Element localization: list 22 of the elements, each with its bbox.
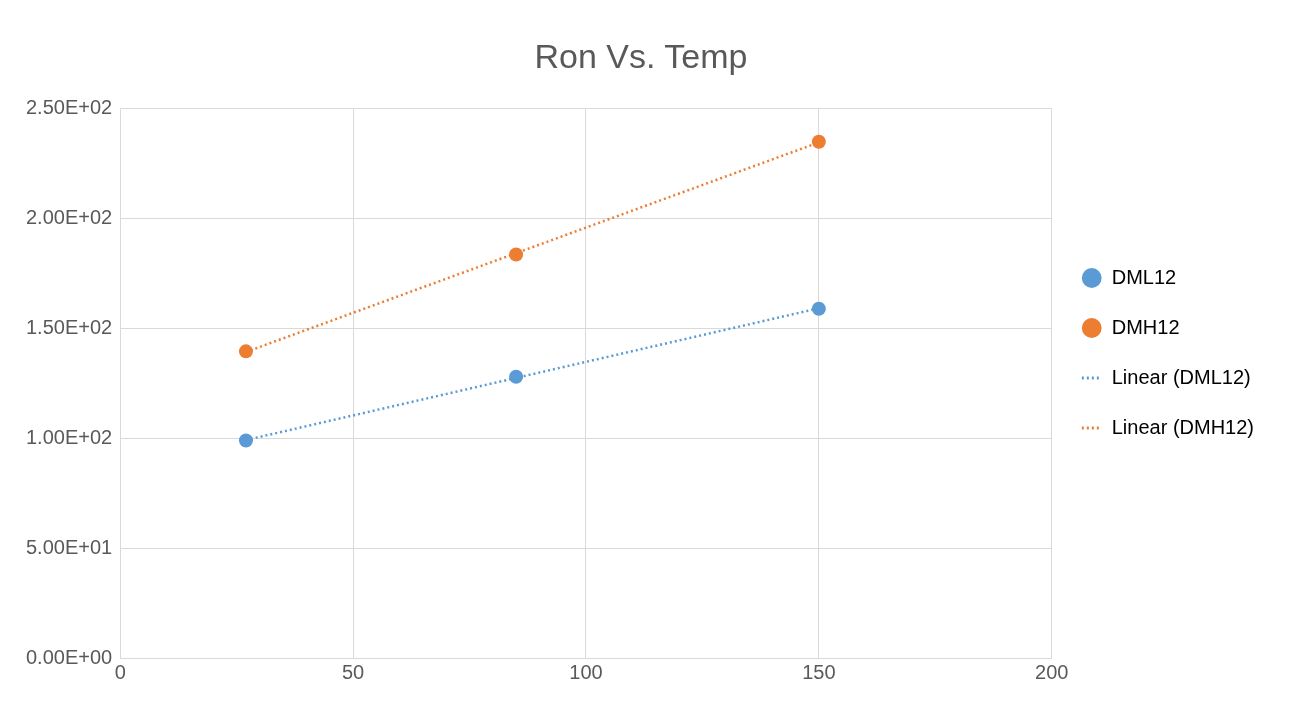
y-tick-label: 2.50E+02 <box>25 96 113 119</box>
point <box>811 301 826 316</box>
x-tick-label: 150 <box>802 660 836 683</box>
point <box>238 344 253 359</box>
y-tick-label: 1.50E+02 <box>25 316 113 338</box>
legend-label: DMH12 <box>1111 315 1180 338</box>
point <box>509 369 524 384</box>
y-tick-label: 0.00E+00 <box>25 645 113 668</box>
x-tick-label: 100 <box>569 660 603 683</box>
legend-label: DML12 <box>1111 265 1177 288</box>
x-tick-label: 0 <box>114 660 126 683</box>
point <box>509 247 524 262</box>
x-tick-label: 50 <box>341 660 365 683</box>
legend-label: Linear (DMH12) <box>1111 415 1254 438</box>
x-tick-label: 200 <box>1035 660 1069 683</box>
y-tick-label: 5.00E+01 <box>25 535 113 558</box>
y-tick-label: 1.00E+02 <box>25 425 113 448</box>
legend-label: Linear (DML12) <box>1111 365 1251 388</box>
point <box>811 134 826 149</box>
chart-title: Ron Vs. Temp <box>534 36 748 75</box>
y-tick-label: 2.00E+02 <box>25 206 113 229</box>
point <box>238 433 253 448</box>
